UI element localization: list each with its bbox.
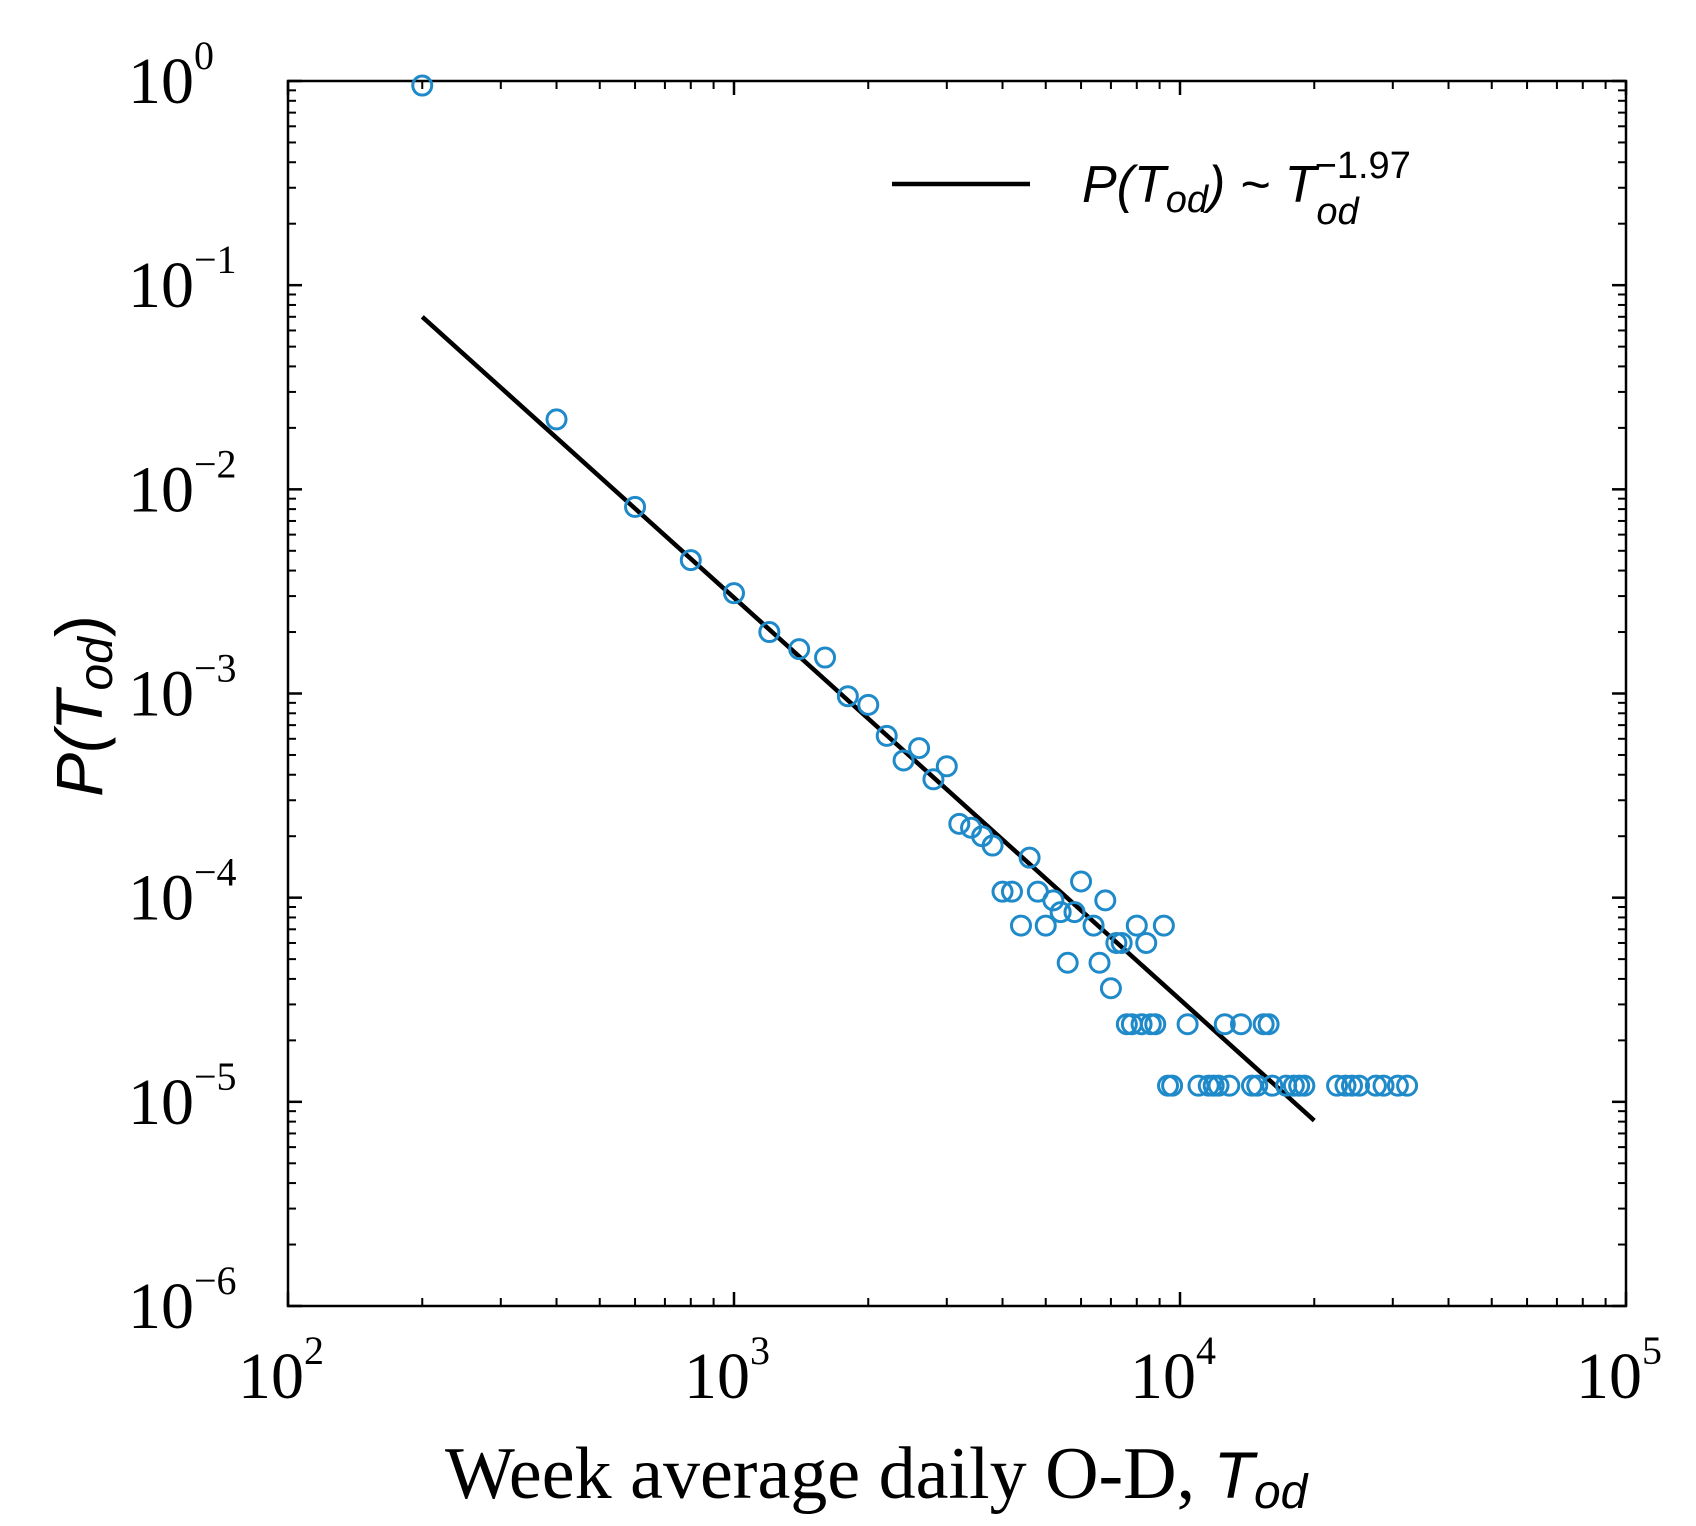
scatter-point [1034,914,1057,937]
scatter-point [758,621,781,644]
scatter-point [1070,870,1093,893]
scatter-point [948,812,971,835]
scatter-point [1207,1074,1230,1097]
scatter-point [1094,889,1117,912]
scatter-point [1213,1013,1236,1036]
scatter-point [1130,1013,1153,1036]
scatter-point [1386,1074,1409,1097]
scatter-point [1229,1013,1252,1036]
y-tick-label: 10−3 [128,646,237,731]
scatter-point [411,74,434,97]
minor-ticks [288,81,1626,1306]
scatter-point [1063,901,1086,924]
scatter-point [723,582,745,605]
legend: P(Tod) ~ Tod−1.97 [892,145,1411,233]
scatter-point [1334,1074,1357,1097]
scatter-point [1056,951,1079,974]
scatter-point [857,693,880,716]
scatter-point [1088,951,1111,974]
x-tick-label: 103 [684,1328,770,1413]
y-tick-label: 10−4 [128,850,237,935]
scatter-point [1340,1074,1363,1097]
scatter-point [875,724,898,747]
scatter-point [1161,1074,1184,1097]
major-ticks [286,79,1628,1308]
scatter-point [1176,1013,1199,1036]
scatter-point [908,737,931,760]
scatter-point [1009,914,1032,937]
scatter-point [981,834,1004,857]
scatter-point [991,880,1014,903]
scatter-point [1257,1013,1280,1036]
scatter-point [1099,977,1122,1000]
scatter-point [1364,1074,1387,1097]
scatter-point [1152,914,1175,937]
x-axis-label: Week average daily O-D, Tod [445,1433,1309,1519]
y-tick-label: 100 [128,33,214,118]
y-tick-labels: 100 10−1 10−2 10−3 10−4 10−5 10−6 [128,33,237,1343]
y-tick-label: 10−6 [128,1258,237,1343]
scatter-point [1246,1074,1269,1097]
scatter-point [1218,1074,1241,1097]
plot-area-frame [286,79,1628,1308]
scatter-point [624,495,647,518]
scatter-point [1049,901,1072,924]
y-tick-label: 10−5 [128,1054,237,1139]
scatter-point [679,549,702,572]
scatter-point [1261,1074,1284,1097]
scatter-point [1000,880,1023,903]
legend-label: P(Tod) ~ Tod−1.97 [1082,145,1411,233]
scatter-point [836,685,859,708]
scatter-point [814,646,837,669]
scatter-point [1348,1074,1371,1097]
y-tick-label: 10−2 [128,441,237,526]
scatter-point [1396,1074,1419,1097]
scatter-point [935,755,958,778]
x-tick-label: 102 [238,1328,324,1413]
scatter-point [1144,1013,1167,1036]
scatter-point [1135,931,1158,954]
x-tick-label: 105 [1576,1328,1662,1413]
y-axis-label: P(Tod) [42,615,123,797]
scatter-points [411,74,1419,1097]
scatter-point [1326,1074,1349,1097]
x-tick-label: 104 [1130,1328,1216,1413]
y-tick-label: 10−1 [128,237,237,322]
scatter-point [1125,914,1148,937]
x-tick-labels: 102 103 104 105 [238,1328,1662,1413]
scatter-point [545,408,568,431]
scatter-point [1110,931,1133,954]
scatter-point [1372,1074,1395,1097]
scatter-point [1018,846,1041,869]
scatter-point [1042,889,1065,912]
scatter-point [1293,1074,1316,1097]
scatter-point [1082,914,1105,937]
fit-line [420,315,1316,1123]
scatter-point [892,749,915,772]
scatter-point [788,638,811,661]
scatter-point [922,768,945,791]
